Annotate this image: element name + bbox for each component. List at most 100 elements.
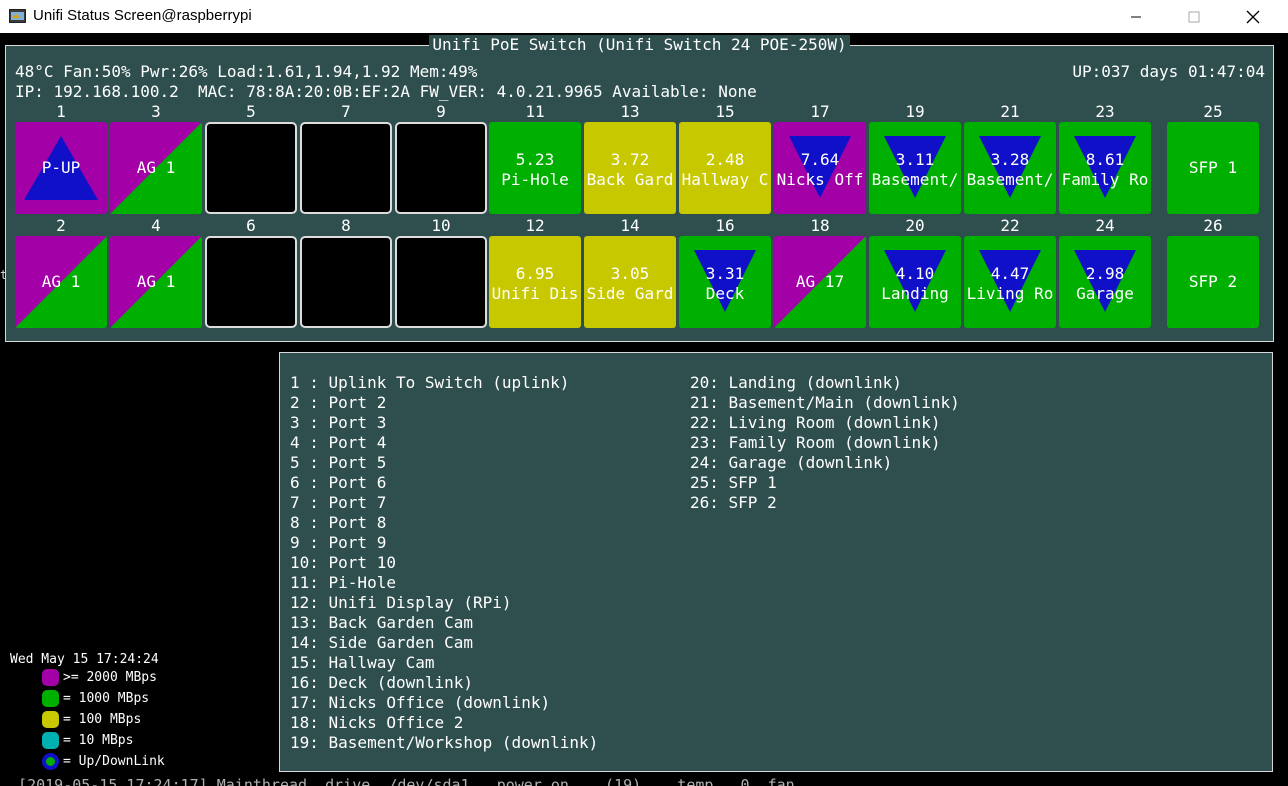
port-throughput: 3.05 bbox=[610, 264, 650, 283]
port-description-item: 13: Back Garden Cam bbox=[290, 613, 474, 632]
port-name: Side Gard bbox=[586, 284, 674, 303]
port-number: 4 bbox=[151, 216, 161, 235]
downlink-triangle-icon bbox=[884, 136, 946, 198]
port-23[interactable]: 8.61 Family Ro bbox=[1059, 122, 1151, 214]
port-17[interactable]: 7.64 Nicks Off bbox=[774, 122, 866, 214]
downlink-triangle-icon bbox=[979, 136, 1041, 198]
port-number: 12 bbox=[525, 216, 545, 235]
uptime: UP:037 days 01:47:04 bbox=[1072, 62, 1265, 81]
port-description-item: 19: Basement/Workshop (downlink) bbox=[290, 733, 599, 752]
port-description-item: 21: Basement/Main (downlink) bbox=[690, 393, 960, 412]
port-8[interactable] bbox=[300, 236, 392, 328]
port-description-item: 17: Nicks Office (downlink) bbox=[290, 693, 551, 712]
port-speed-fill bbox=[584, 122, 676, 214]
window-titlebar: Unifi Status Screen@raspberrypi bbox=[0, 0, 1288, 33]
window-title: Unifi Status Screen@raspberrypi bbox=[33, 7, 252, 24]
port-description-item: 25: SFP 1 bbox=[690, 473, 777, 492]
port-15[interactable]: 2.48 Hallway C bbox=[679, 122, 771, 214]
uplink-triangle-icon bbox=[24, 136, 98, 200]
port-description-item: 10: Port 10 bbox=[290, 553, 396, 572]
port-speed-fill-link bbox=[110, 122, 202, 214]
port-7[interactable] bbox=[300, 122, 392, 214]
terminal-app-icon bbox=[9, 9, 26, 23]
port-number: 16 bbox=[715, 216, 735, 235]
port-12[interactable]: 6.95 Unifi Dis bbox=[489, 236, 581, 328]
port-name: Hallway C bbox=[681, 170, 769, 189]
speed-key-label: >= 2000 MBps bbox=[63, 669, 157, 685]
background-edge-mark: t bbox=[0, 268, 8, 282]
minimize-button[interactable] bbox=[1107, 0, 1165, 33]
port-description-item: 24: Garage (downlink) bbox=[690, 453, 893, 472]
port-description-item: 5 : Port 5 bbox=[290, 453, 387, 472]
port-26[interactable]: SFP 2 bbox=[1167, 236, 1259, 328]
port-name: Back Gard bbox=[586, 170, 674, 189]
port-number: 8 bbox=[341, 216, 351, 235]
port-description-item: 14: Side Garden Cam bbox=[290, 633, 474, 652]
port-10[interactable] bbox=[395, 236, 487, 328]
port-name: Garage bbox=[1076, 284, 1134, 303]
speed-key-item: = Up/DownLink bbox=[42, 753, 165, 770]
color-swatch-icon bbox=[42, 669, 59, 686]
port-18[interactable]: AG 17 bbox=[774, 236, 866, 328]
port-throughput: 5.23 bbox=[515, 150, 555, 169]
port-11[interactable]: 5.23 Pi-Hole bbox=[489, 122, 581, 214]
port-description-item: 16: Deck (downlink) bbox=[290, 673, 474, 692]
port-number: 26 bbox=[1203, 216, 1223, 235]
close-button[interactable] bbox=[1224, 0, 1282, 33]
port-number: 6 bbox=[246, 216, 256, 235]
port-throughput: 3.11 bbox=[895, 150, 935, 169]
port-description-item: 7 : Port 7 bbox=[290, 493, 387, 512]
port-9[interactable] bbox=[395, 122, 487, 214]
scrollbar-track[interactable] bbox=[1275, 33, 1288, 786]
port-description-item: 3 : Port 3 bbox=[290, 413, 387, 432]
minimize-icon bbox=[1131, 16, 1141, 17]
port-name: Landing bbox=[881, 284, 949, 303]
port-description-item: 20: Landing (downlink) bbox=[690, 373, 902, 392]
port-19[interactable]: 3.11 Basement/ bbox=[869, 122, 961, 214]
system-stats: 48°C Fan:50% Pwr:26% Load:1.61,1.94,1.92… bbox=[15, 62, 478, 81]
port-21[interactable]: 3.28 Basement/ bbox=[964, 122, 1056, 214]
port-3[interactable]: AG 1 bbox=[110, 122, 202, 214]
port-number: 15 bbox=[715, 102, 735, 121]
speed-key-label: = Up/DownLink bbox=[63, 753, 165, 769]
port-speed-fill bbox=[584, 236, 676, 328]
port-label: AG 1 bbox=[41, 272, 81, 291]
port-5[interactable] bbox=[205, 122, 297, 214]
port-24[interactable]: 2.98 Garage bbox=[1059, 236, 1151, 328]
port-name: Unifi Dis bbox=[491, 284, 579, 303]
port-14[interactable]: 3.05 Side Gard bbox=[584, 236, 676, 328]
port-throughput: 3.72 bbox=[610, 150, 650, 169]
port-25[interactable]: SFP 1 bbox=[1167, 122, 1259, 214]
switch-panel: Unifi PoE Switch (Unifi Switch 24 POE-25… bbox=[5, 35, 1274, 342]
port-name: Basement/ bbox=[871, 170, 959, 189]
port-number: 22 bbox=[1000, 216, 1020, 235]
maximize-button[interactable] bbox=[1165, 0, 1223, 33]
port-description-item: 23: Family Room (downlink) bbox=[690, 433, 941, 452]
port-13[interactable]: 3.72 Back Gard bbox=[584, 122, 676, 214]
port-speed-fill bbox=[1167, 122, 1259, 214]
port-throughput: 3.31 bbox=[705, 264, 745, 283]
port-1[interactable]: P-UP bbox=[15, 122, 107, 214]
port-number: 11 bbox=[525, 102, 545, 121]
port-4[interactable]: AG 1 bbox=[110, 236, 202, 328]
port-throughput: 8.61 bbox=[1085, 150, 1125, 169]
port-description-item: 1 : Uplink To Switch (uplink) bbox=[290, 373, 570, 392]
port-16[interactable]: 3.31 Deck bbox=[679, 236, 771, 328]
port-number: 10 bbox=[431, 216, 451, 235]
port-number: 18 bbox=[810, 216, 830, 235]
panel-title: Unifi PoE Switch (Unifi Switch 24 POE-25… bbox=[429, 35, 850, 54]
color-swatch-icon bbox=[42, 711, 59, 728]
port-22[interactable]: 4.47 Living Ro bbox=[964, 236, 1056, 328]
port-number: 19 bbox=[905, 102, 925, 121]
port-20[interactable]: 4.10 Landing bbox=[869, 236, 961, 328]
port-number: 7 bbox=[341, 102, 351, 121]
port-list-right: 20: Landing (downlink) 21: Basement/Main … bbox=[690, 373, 960, 513]
port-2[interactable]: AG 1 bbox=[15, 236, 107, 328]
network-info: IP: 192.168.100.2 MAC: 78:8A:20:0B:EF:2A… bbox=[15, 82, 757, 101]
close-icon bbox=[1246, 10, 1260, 23]
port-6[interactable] bbox=[205, 236, 297, 328]
port-name: Family Ro bbox=[1061, 170, 1149, 189]
port-throughput: 2.98 bbox=[1085, 264, 1125, 283]
downlink-triangle-icon bbox=[884, 250, 946, 312]
